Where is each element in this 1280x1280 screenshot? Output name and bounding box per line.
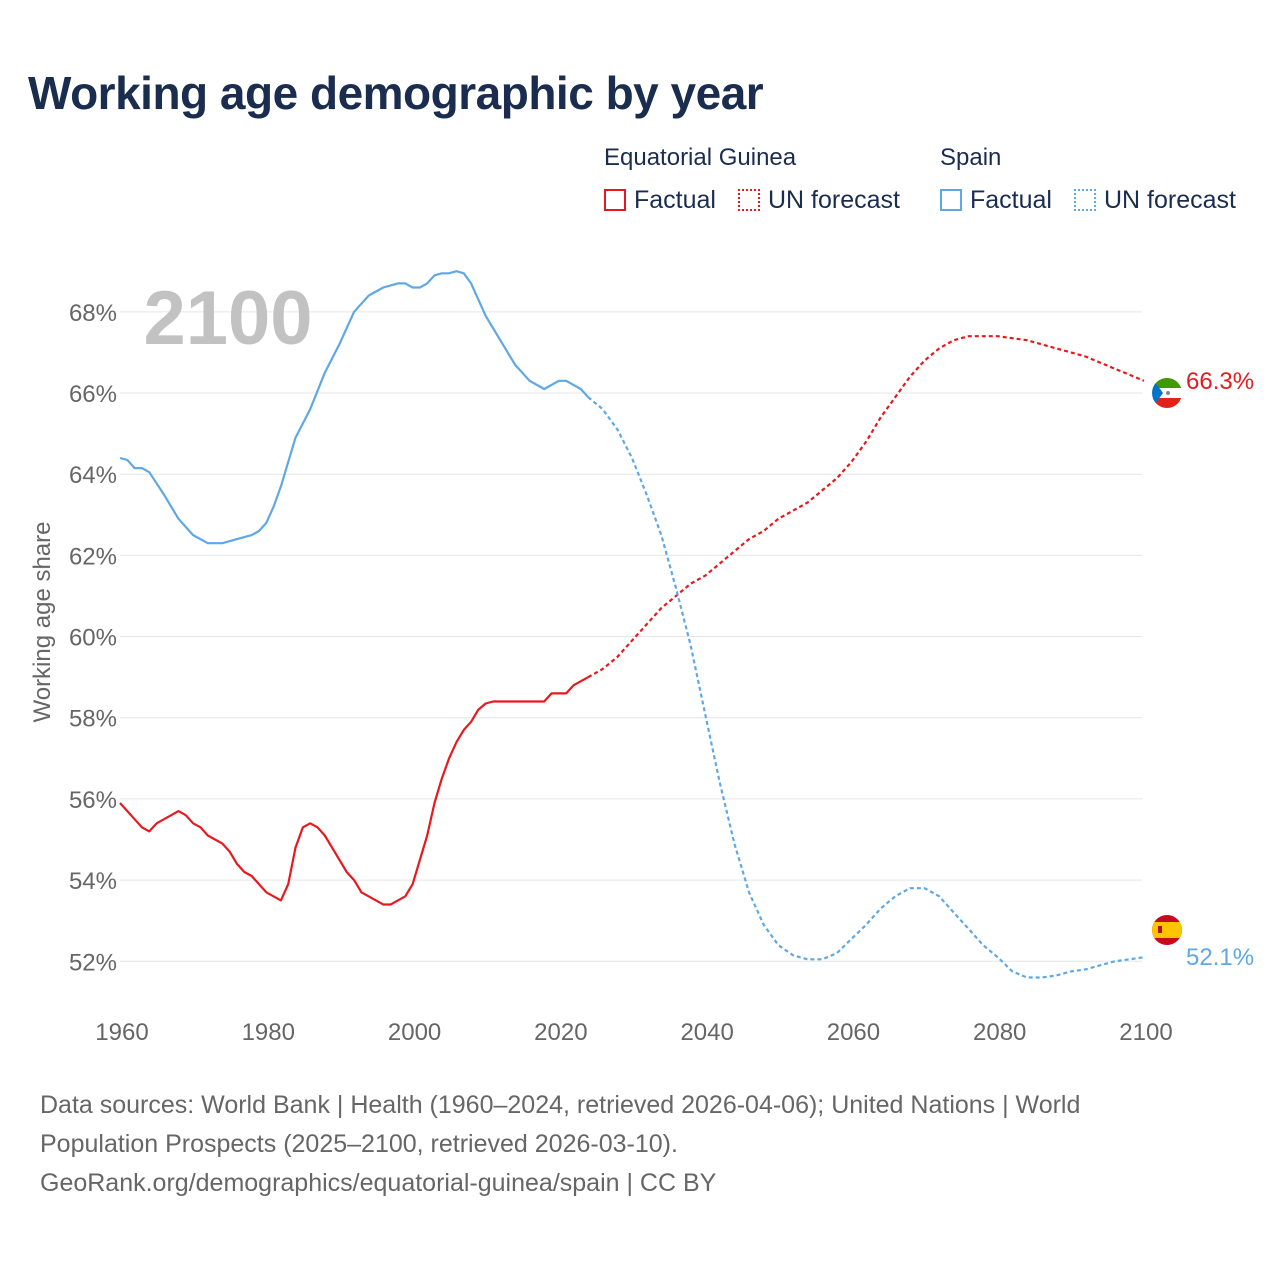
x-tick-label: 2080 — [973, 1019, 1026, 1046]
y-tick-label: 68% — [69, 300, 117, 327]
footer-line: Data sources: World Bank | Health (1960–… — [40, 1091, 1081, 1119]
legend-swatch-dotted-icon — [1074, 189, 1096, 211]
y-axis-ticks: 52% 54% 56% 58% 60% 62% 64% 66% 68% — [69, 300, 117, 976]
line-chart: 2100 52% 54% 56% 58% 60% 62% 64% 66% 68% 1960 198… — [29, 270, 1254, 1046]
legend-label: Factual — [970, 185, 1052, 214]
x-tick-label: 1960 — [95, 1019, 148, 1046]
legend-item-eg-factual[interactable]: Factual — [604, 186, 716, 214]
x-tick-label: 2100 — [1119, 1019, 1172, 1046]
y-tick-label: 54% — [69, 868, 117, 895]
series-lines — [119, 270, 1145, 979]
y-tick-label: 52% — [69, 949, 117, 976]
y-tick-label: 58% — [69, 706, 117, 733]
y-tick-label: 62% — [69, 543, 117, 570]
source-footer: Data sources: World Bank | Health (1960–… — [40, 1086, 1220, 1203]
legend-item-eg-forecast[interactable]: UN forecast — [738, 186, 900, 214]
legend-swatch-solid-icon — [604, 189, 626, 211]
y-tick-label: 56% — [69, 787, 117, 814]
legend-swatch-solid-icon — [940, 189, 962, 211]
spain-end-label: 52.1% — [1186, 944, 1254, 971]
footer-line: Population Prospects (2025–2100, retriev… — [40, 1130, 678, 1158]
x-axis-ticks: 1960 1980 2000 2020 2040 2060 2080 2100 — [95, 1019, 1172, 1046]
equatorial-guinea-end-label: 66.3% — [1186, 368, 1254, 395]
x-tick-label: 2000 — [388, 1019, 441, 1046]
y-tick-label: 60% — [69, 625, 117, 652]
legend-label: UN forecast — [1104, 185, 1236, 214]
y-tick-label: 66% — [69, 381, 117, 408]
legend-title-equatorial-guinea: Equatorial Guinea — [604, 144, 797, 171]
x-tick-label: 2040 — [680, 1019, 733, 1046]
legend-swatch-dotted-icon — [738, 189, 760, 211]
x-tick-label: 2020 — [534, 1019, 587, 1046]
spain-flag-icon — [1152, 915, 1182, 945]
equatorial-guinea-factual-line — [119, 676, 589, 906]
equatorial-guinea-forecast-line — [587, 335, 1145, 679]
spain-factual-line — [119, 270, 589, 545]
x-tick-label: 2060 — [827, 1019, 880, 1046]
legend-item-es-forecast[interactable]: UN forecast — [1074, 186, 1236, 214]
spain-forecast-line — [587, 396, 1145, 979]
year-watermark: 2100 — [143, 276, 312, 361]
legend-label: UN forecast — [768, 185, 900, 214]
chart-title: Working age demographic by year — [28, 67, 764, 119]
gridlines — [120, 311, 1142, 962]
y-axis-label: Working age share — [29, 522, 56, 723]
legend-title-spain: Spain — [940, 144, 1002, 171]
legend-label: Factual — [634, 185, 716, 214]
end-labels: 66.3% 52.1% — [1186, 368, 1254, 971]
equatorial-guinea-flag-icon — [1152, 378, 1182, 408]
x-tick-label: 1980 — [242, 1019, 295, 1046]
legend-item-es-factual[interactable]: Factual — [940, 186, 1052, 214]
footer-line[interactable]: GeoRank.org/demographics/equatorial-guin… — [40, 1169, 717, 1197]
y-tick-label: 64% — [69, 462, 117, 489]
